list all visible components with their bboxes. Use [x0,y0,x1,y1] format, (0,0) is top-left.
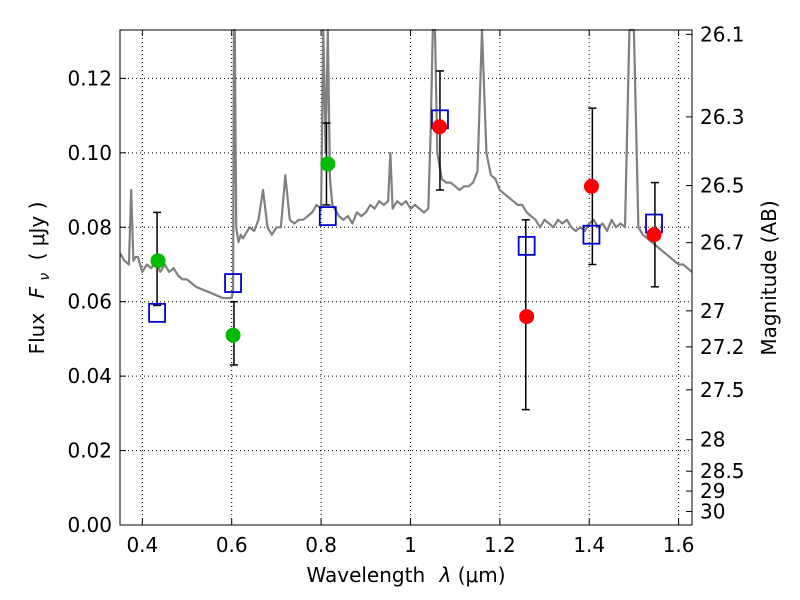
green-point [150,253,166,269]
red-point [583,178,599,194]
model-box-marker [517,235,536,256]
y2-tick-label: 27 [700,299,725,323]
y2-axis-label: Magnitude (AB) [757,200,781,355]
y-tick-label: 0.10 [67,141,112,165]
y2-tick-label: 27.5 [700,378,745,402]
y2-tick-label: 29 [700,479,725,503]
x-axis-label-symbol: λ [439,563,452,587]
x-tick-label: 0.4 [126,533,158,557]
x-tick-label: 0.8 [305,533,337,557]
y-tick-label: 0.00 [67,513,112,537]
red-point [432,119,448,135]
y2-tick-label: 28.5 [700,459,745,483]
y-axis-label-symbol: F [25,286,49,298]
x-tick-label: 1 [404,533,417,557]
y2-tick-label: 26.7 [700,231,745,255]
y2-tick-label: 26.3 [700,105,745,129]
model-box-marker [224,273,242,293]
y-tick-label: 0.12 [67,66,112,90]
y-tick-label: 0.06 [67,290,112,314]
y-axis-label-subscript: ν [37,273,53,281]
y2-tick-label: 26.5 [700,174,745,198]
spectrum-layer [119,28,693,300]
y-tick-label: 0.08 [67,215,112,239]
model-box-marker [148,302,166,323]
model-box-marker [582,224,601,245]
y2-tick-label: 30 [700,499,725,523]
red-point [646,227,662,243]
y-axis-label-unit: ( μJy ) [25,202,49,261]
model-box-marker [318,206,337,226]
x-axis-label-unit: (μm) [458,563,506,587]
green-point [320,156,336,172]
plot-frame [119,29,693,526]
x-axis-label: Wavelength λ (μm) [306,563,505,587]
y-tick-label: 0.02 [67,439,112,463]
y2-tick-label: 28 [700,428,725,452]
x-tick-label: 1.6 [663,533,695,557]
x-axis-label-prefix: Wavelength [306,563,425,587]
x-tick-label: 1.4 [573,533,605,557]
x-tick-label: 1.2 [484,533,516,557]
green-point [225,327,241,343]
y2-tick-label: 26.1 [700,22,745,46]
x-tick-label: 0.6 [216,533,248,557]
red-point [519,309,535,325]
tick-layer: 0.4 0.6 0.8 1 1.2 1.4 1.6 0.00 0.02 0.04 0.06 0.08 0… [67,22,744,557]
marker-layer [148,109,663,343]
plot-area [120,30,692,525]
y2-tick-label: 27.2 [700,335,745,359]
spectrum-line [119,28,693,300]
y-axis-label: Flux F ν ( μJy ) [25,202,54,355]
y-tick-label: 0.04 [67,364,112,388]
y-axis-label-prefix: Flux [25,313,49,355]
